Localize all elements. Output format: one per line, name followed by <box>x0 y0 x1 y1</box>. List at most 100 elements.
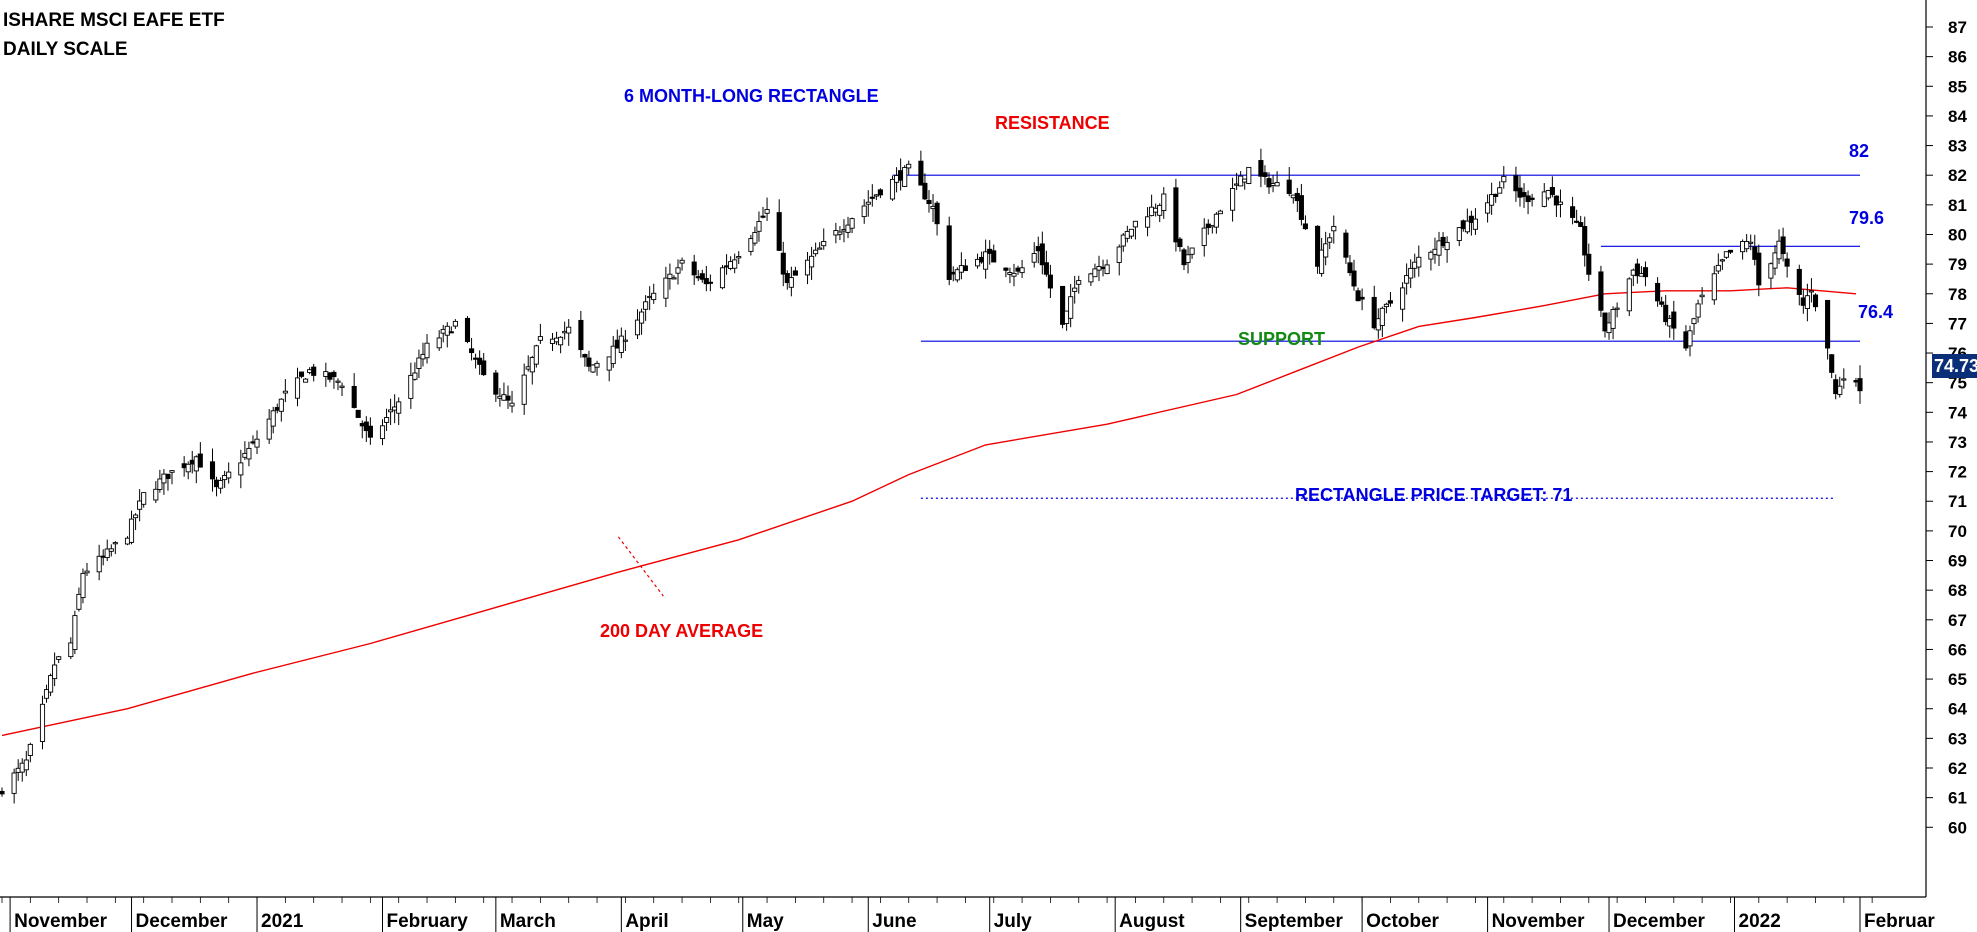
candle-body <box>185 463 191 473</box>
candle-body <box>1209 224 1215 228</box>
level-label-79-6: 79.6 <box>1849 208 1885 228</box>
candle-body <box>1031 253 1037 263</box>
candle-body <box>1776 240 1782 260</box>
candle-body <box>1436 240 1442 256</box>
y-tick-label: 68 <box>1948 581 1967 600</box>
y-tick-label: 72 <box>1948 463 1967 482</box>
candle-body <box>43 689 50 699</box>
candle-body <box>52 664 58 680</box>
x-tick-label: June <box>872 911 916 932</box>
y-tick-label: 69 <box>1948 552 1967 571</box>
candle-body <box>889 178 896 200</box>
candle-body <box>991 250 997 263</box>
candle-body <box>412 372 418 380</box>
candle-body <box>1355 290 1361 302</box>
candle-body <box>469 348 475 354</box>
candle-body <box>873 194 879 197</box>
rectangle-levels <box>892 174 1860 499</box>
x-axis: November December 2021 February March April Ma… <box>1 897 1935 932</box>
candle-body <box>153 488 159 501</box>
candle-body <box>1404 275 1410 284</box>
candle-body <box>1440 236 1446 247</box>
candle-body <box>1545 190 1551 199</box>
candle-body <box>1331 225 1337 232</box>
candle-body <box>1213 213 1219 228</box>
candle-body <box>165 473 171 479</box>
candle-body <box>80 572 86 599</box>
candle-body <box>764 209 770 214</box>
candle-body <box>19 762 25 773</box>
candle-body <box>1412 261 1418 269</box>
candle-body <box>707 281 713 284</box>
candle-body <box>1772 252 1778 269</box>
candle-body <box>388 409 394 413</box>
candle-body <box>213 479 220 488</box>
candle-body <box>549 338 556 344</box>
candle-body <box>849 218 855 229</box>
candle-body <box>1634 263 1640 277</box>
candle-body <box>218 480 224 489</box>
candle-body <box>804 259 811 276</box>
candle-body <box>1189 247 1195 255</box>
candle-body <box>983 251 989 270</box>
candle-body <box>926 199 932 205</box>
candle-body <box>817 247 823 250</box>
candle-body <box>331 371 337 378</box>
x-tick-label: November <box>14 911 108 932</box>
candle-body <box>695 276 701 279</box>
candle-body <box>27 743 33 756</box>
candle-body <box>975 258 981 267</box>
candle-body <box>1274 182 1280 187</box>
candle-body <box>525 366 531 370</box>
candle-body <box>1529 197 1535 200</box>
candle-body <box>1298 195 1304 220</box>
y-tick-label: 86 <box>1948 48 1967 67</box>
candle-body <box>1266 178 1272 188</box>
y-tick-label: 62 <box>1948 759 1967 778</box>
candle-body <box>408 374 414 399</box>
candle-body <box>0 790 5 795</box>
candle-body <box>1574 220 1580 223</box>
candle-body <box>1351 270 1357 287</box>
candle-body <box>303 378 309 383</box>
candle-body <box>505 395 511 401</box>
candle-body <box>760 215 766 218</box>
candle-body <box>1161 193 1167 211</box>
y-tick-label: 85 <box>1948 77 1967 96</box>
candle-body <box>1586 253 1592 275</box>
candle-body <box>396 401 402 414</box>
candle-body <box>1768 263 1774 279</box>
candle-body <box>1092 268 1098 278</box>
candle-body <box>537 336 543 341</box>
candle-body <box>1719 259 1725 262</box>
candle-body <box>946 225 952 280</box>
candle-body <box>226 471 232 479</box>
candle-body <box>384 417 390 423</box>
candle-body <box>1246 166 1252 184</box>
candle-body <box>1784 258 1790 267</box>
candle-body <box>1015 267 1021 272</box>
candle-body <box>294 377 301 399</box>
candle-body <box>1444 241 1450 251</box>
candle-body <box>11 772 17 794</box>
candle-body <box>1116 246 1122 263</box>
candle-body <box>1132 220 1138 228</box>
y-tick-label: 75 <box>1948 374 1967 393</box>
candle-body <box>954 269 960 281</box>
candle-body <box>112 542 118 545</box>
candle-body <box>1638 273 1644 277</box>
x-tick-label: March <box>500 911 556 932</box>
x-tick-label: October <box>1366 911 1439 932</box>
candle-body <box>898 170 904 181</box>
candle-body <box>1064 310 1070 324</box>
y-tick-label: 73 <box>1948 433 1967 452</box>
candle-body <box>1521 192 1527 197</box>
x-tick-label: December <box>136 911 228 932</box>
candle-body <box>1557 201 1564 205</box>
y-tick-label: 82 <box>1948 166 1967 185</box>
candle-body <box>355 409 361 418</box>
candle-body <box>1294 192 1300 202</box>
y-tick-label: 84 <box>1948 107 1967 126</box>
resistance-label: RESISTANCE <box>995 113 1110 133</box>
